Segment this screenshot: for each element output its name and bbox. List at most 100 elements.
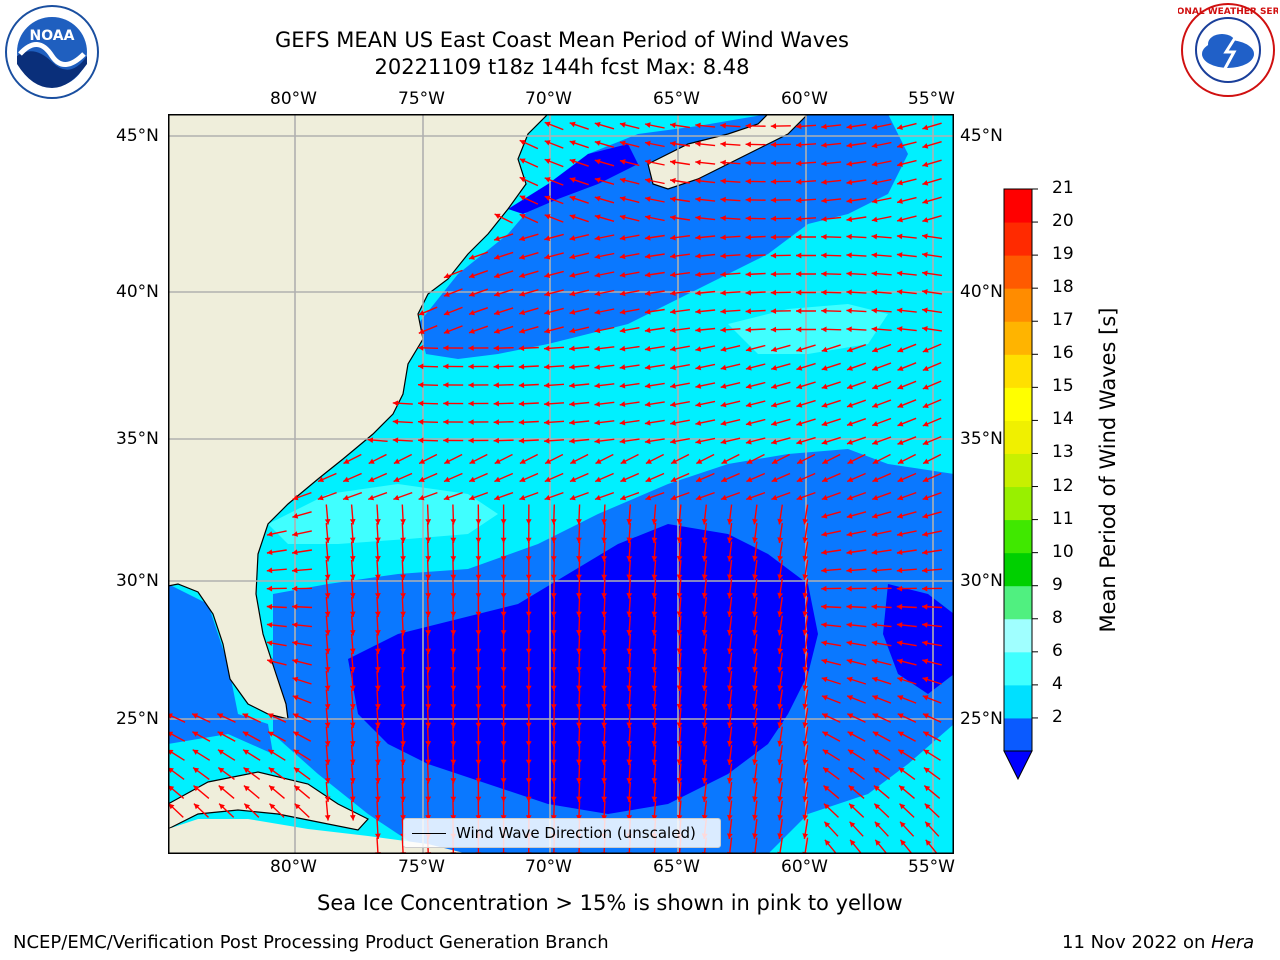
wave-arrow-head — [695, 438, 702, 445]
wave-arrow-head — [601, 722, 607, 728]
wave-arrow-head — [500, 630, 507, 636]
wave-arrow-head — [544, 345, 550, 352]
wave-arrow-head — [752, 537, 758, 543]
wave-arrow-head — [544, 195, 551, 201]
wave-arrow-head — [450, 574, 457, 580]
wave-arrow-head — [720, 253, 726, 259]
wave-arrow-head — [518, 382, 525, 389]
wave-arrow-head — [425, 630, 432, 636]
wave-arrow-head — [601, 574, 607, 580]
wave-arrow-head — [443, 419, 449, 425]
wave-arrow-head — [443, 382, 449, 388]
land-bottom-strip — [168, 819, 468, 854]
wave-arrow-head — [349, 611, 356, 617]
wave-arrow-head — [594, 140, 601, 146]
wave-arrow-head — [670, 271, 676, 278]
wave-arrow-head — [676, 796, 683, 802]
wave-arrow-head — [349, 778, 356, 784]
wave-arrow-head — [626, 537, 633, 543]
wave-arrow-head — [494, 272, 500, 279]
wave-arrow-head — [551, 815, 557, 821]
wave-arrow-head — [821, 289, 827, 296]
wave-arrow-head — [594, 121, 601, 128]
wave-arrow-head — [701, 814, 708, 821]
wave-arrow-head — [375, 519, 381, 525]
wave-arrow-head — [898, 749, 905, 755]
wave-arrow-head — [824, 821, 831, 828]
wave-arrow-head — [922, 180, 929, 186]
wave-arrow-head — [777, 574, 783, 580]
wave-arrow-head — [601, 685, 607, 691]
wave-arrow-head — [872, 402, 879, 408]
wave-arrow-head — [324, 685, 331, 691]
wave-arrow-head — [425, 611, 432, 617]
wave-arrow-head — [802, 777, 809, 784]
wave-arrow-head — [846, 658, 853, 665]
wave-arrow-head — [846, 585, 852, 592]
wave-arrow-head — [576, 556, 582, 562]
colorbar-extend-triangle — [1003, 750, 1033, 781]
wave-arrow-head — [922, 622, 928, 628]
wave-arrow-head — [242, 731, 249, 737]
colorbar-segment — [1004, 420, 1032, 454]
wave-arrow-head — [400, 685, 406, 691]
wave-arrow-head — [821, 234, 827, 240]
wave-arrow-head — [619, 438, 626, 444]
wave-arrow-head — [752, 703, 758, 710]
wave-arrow-head — [267, 640, 273, 646]
wave-arrow-head — [324, 778, 331, 784]
wave-arrow-head — [651, 796, 658, 802]
wave-arrow-head — [192, 749, 199, 755]
colorbar-frame — [1003, 188, 1033, 752]
wave-arrow-head — [375, 667, 381, 673]
wave-arrow-head — [192, 731, 199, 737]
wave-arrow-head — [752, 796, 758, 802]
wave-arrow-head — [645, 159, 651, 165]
wave-arrow-head — [601, 759, 607, 765]
colorbar-tick-label: 20 — [1052, 211, 1074, 232]
wave-arrow-head — [469, 494, 475, 501]
wave-arrow-head — [821, 383, 828, 390]
wave-arrow-head — [745, 326, 751, 333]
wave-arrow-head — [695, 196, 701, 203]
arrow-legend: Wind Wave Direction (unscaled) — [403, 818, 721, 848]
wave-arrow-head — [268, 749, 275, 755]
wave-arrow-head — [670, 438, 676, 445]
wave-arrow-head — [796, 271, 802, 277]
wave-arrow-head — [922, 270, 928, 277]
wave-arrow-head — [872, 476, 879, 482]
wave-arrow-head — [720, 420, 727, 426]
wave-arrow-head — [601, 537, 607, 543]
wave-arrow-head — [727, 518, 733, 525]
wave-arrow-head — [569, 235, 576, 241]
wave-arrow-head — [695, 141, 701, 147]
wave-arrow-head — [701, 740, 708, 747]
wave-arrow-head — [847, 458, 854, 464]
wave-arrow-head — [670, 494, 677, 501]
wave-arrow-head — [551, 648, 557, 654]
wave-arrow-head — [872, 676, 878, 683]
wave-arrow-head — [601, 778, 607, 784]
wave-arrow-head — [619, 272, 626, 278]
colorbar-tick-label: 12 — [1052, 475, 1074, 496]
colorbar-tick-label: 19 — [1052, 244, 1074, 265]
wave-arrow-head — [317, 494, 324, 501]
wave-arrow-head — [269, 785, 275, 792]
wave-arrow-head — [645, 122, 651, 128]
wave-arrow-head — [318, 476, 324, 482]
lat-tick-left: 25°N — [116, 709, 159, 729]
wave-arrow-head — [494, 494, 501, 501]
wave-arrow-head — [871, 567, 878, 574]
wave-arrow-head — [493, 363, 499, 370]
map-frame — [168, 114, 954, 854]
wave-arrow-head — [375, 796, 381, 802]
wave-arrow-head — [727, 555, 733, 562]
wave-arrow-head — [922, 289, 928, 295]
wave-arrow-head — [846, 603, 852, 610]
wave-arrow-head — [576, 630, 582, 636]
wave-arrow-head — [802, 611, 809, 617]
wave-arrow-head — [701, 555, 708, 562]
wave-arrow-head — [922, 198, 929, 205]
wave-arrow-head — [777, 648, 783, 654]
wave-arrow-head — [922, 217, 929, 223]
